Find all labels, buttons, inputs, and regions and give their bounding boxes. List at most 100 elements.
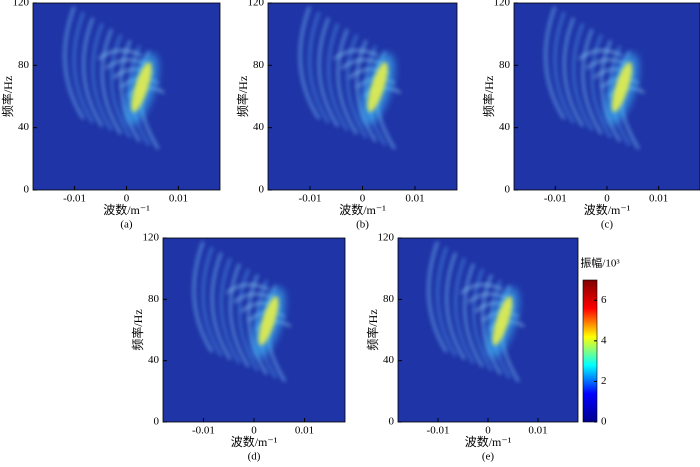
streak bbox=[238, 268, 259, 372]
y-tick-label: 40 bbox=[499, 121, 511, 133]
arc-streak bbox=[460, 283, 503, 294]
streak bbox=[63, 6, 85, 120]
y-axis-label: 频率/Hz bbox=[130, 309, 145, 350]
x-tick-label: 0.01 bbox=[649, 193, 668, 205]
panel: -0.01 0 0.01 0 40 80 120 波数/m⁻¹ (e) 频率/Hz 0 2 4 6 振幅/1… bbox=[365, 232, 621, 463]
colorbar-label: 振幅/10³ bbox=[580, 256, 620, 270]
streak bbox=[201, 246, 223, 357]
streak bbox=[572, 23, 594, 131]
peak bbox=[131, 62, 152, 113]
streak bbox=[445, 252, 466, 361]
streak bbox=[211, 252, 232, 361]
streak bbox=[581, 28, 603, 135]
y-tick-label: 120 bbox=[494, 0, 511, 9]
x-tick-label: -0.01 bbox=[427, 425, 450, 437]
peak bbox=[367, 62, 388, 113]
panel: -0.01 0 0.01 0 40 80 120 波数/m⁻¹ (a) 频率/Hz bbox=[0, 0, 221, 231]
y-tick-label: 80 bbox=[383, 293, 395, 305]
y-tick-label: 80 bbox=[148, 293, 160, 305]
peak bbox=[258, 296, 279, 346]
streak bbox=[82, 17, 104, 128]
caption: (c) bbox=[601, 219, 614, 231]
colorbar-tick-label: 0 bbox=[601, 416, 607, 428]
y-tick-label: 80 bbox=[253, 59, 265, 71]
panel: -0.01 0 0.01 0 40 80 120 波数/m⁻¹ (c) 频率/Hz bbox=[481, 0, 700, 231]
caption: (e) bbox=[482, 451, 495, 462]
y-tick-label: 120 bbox=[378, 232, 395, 244]
y-tick-label: 0 bbox=[505, 184, 511, 196]
x-tick-label: -0.01 bbox=[192, 425, 215, 437]
streak bbox=[220, 257, 241, 364]
caption: (b) bbox=[356, 219, 369, 231]
y-axis-label: 频率/Hz bbox=[0, 76, 15, 117]
colorbar bbox=[582, 279, 598, 423]
y-axis-label: 频率/Hz bbox=[235, 76, 250, 117]
streak bbox=[91, 23, 113, 131]
streak bbox=[327, 23, 349, 131]
panel: -0.01 0 0.01 0 40 80 120 波数/m⁻¹ (b) 频率/Hz bbox=[235, 0, 458, 231]
colorbar-tick-label: 6 bbox=[601, 294, 607, 306]
streak bbox=[101, 28, 122, 135]
y-tick-label: 80 bbox=[499, 59, 511, 71]
colorbar-tick-label: 2 bbox=[601, 375, 607, 387]
streak bbox=[472, 268, 493, 372]
streak bbox=[298, 6, 321, 120]
streak bbox=[110, 34, 132, 139]
colorbar-tick-label: 4 bbox=[601, 334, 607, 346]
streak bbox=[336, 28, 358, 135]
x-tick-label: 0 bbox=[485, 425, 491, 437]
x-tick-label: 0 bbox=[124, 193, 130, 205]
y-tick-label: 40 bbox=[148, 354, 160, 366]
streak bbox=[317, 17, 339, 128]
caption: (d) bbox=[248, 451, 261, 462]
y-tick-label: 0 bbox=[389, 416, 395, 428]
streak bbox=[73, 11, 94, 124]
streak bbox=[544, 6, 566, 120]
x-axis-label: 波数/m⁻¹ bbox=[103, 202, 150, 217]
peak bbox=[611, 62, 633, 113]
streak bbox=[563, 17, 584, 128]
heatmap bbox=[268, 3, 457, 190]
arc-streak bbox=[333, 49, 379, 60]
x-axis-label: 波数/m⁻¹ bbox=[231, 434, 278, 449]
heatmap bbox=[163, 238, 345, 422]
streak bbox=[591, 34, 612, 139]
x-tick-label: 0.01 bbox=[405, 193, 424, 205]
heatmap bbox=[514, 3, 700, 190]
y-tick-label: 120 bbox=[13, 0, 30, 9]
y-tick-label: 40 bbox=[253, 121, 265, 133]
x-tick-label: -0.01 bbox=[63, 193, 86, 205]
arc-streak bbox=[97, 49, 142, 60]
y-tick-label: 80 bbox=[18, 59, 30, 71]
x-tick-label: 0 bbox=[604, 193, 610, 205]
arc-streak bbox=[578, 49, 623, 60]
heatmap bbox=[398, 238, 578, 422]
x-axis-label: 波数/m⁻¹ bbox=[465, 434, 512, 449]
streak bbox=[308, 11, 330, 124]
x-axis-label: 波数/m⁻¹ bbox=[339, 202, 386, 217]
y-axis-label: 频率/Hz bbox=[365, 309, 380, 350]
streak bbox=[436, 246, 457, 357]
y-tick-label: 0 bbox=[24, 184, 30, 196]
streak bbox=[346, 34, 368, 139]
x-tick-label: 0 bbox=[360, 193, 366, 205]
y-tick-label: 120 bbox=[248, 0, 265, 9]
y-tick-label: 0 bbox=[154, 416, 160, 428]
streak bbox=[229, 263, 250, 368]
x-tick-label: 0.01 bbox=[295, 425, 314, 437]
y-axis-label: 频率/Hz bbox=[481, 76, 496, 117]
x-tick-label: 0.01 bbox=[169, 193, 188, 205]
y-tick-label: 0 bbox=[259, 184, 265, 196]
streak bbox=[463, 263, 484, 368]
x-tick-label: -0.01 bbox=[299, 193, 322, 205]
y-tick-label: 120 bbox=[143, 232, 160, 244]
arc-streak bbox=[226, 283, 269, 294]
streak bbox=[427, 241, 448, 353]
x-tick-label: -0.01 bbox=[544, 193, 567, 205]
streak bbox=[192, 241, 214, 353]
x-axis-label: 波数/m⁻¹ bbox=[584, 202, 631, 217]
x-tick-label: 0 bbox=[251, 425, 257, 437]
caption: (a) bbox=[120, 219, 133, 231]
y-tick-label: 40 bbox=[18, 121, 30, 133]
